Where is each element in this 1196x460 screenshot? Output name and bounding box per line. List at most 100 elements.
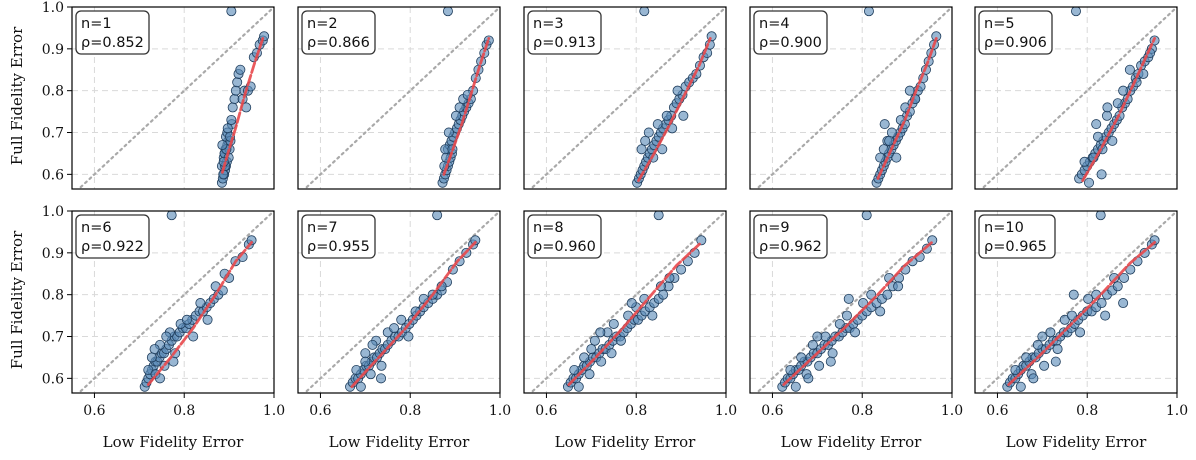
data-point xyxy=(1066,310,1077,321)
axes-frame xyxy=(749,6,953,190)
x-tick-label: 0.8 xyxy=(851,403,873,419)
x-tick-label: 1.0 xyxy=(715,403,737,419)
plot-area xyxy=(755,211,952,393)
identity-line xyxy=(77,211,274,393)
subplot-1: 0.6 0.7 0.8 0.9 1.0 n=1 ρ=0.852 xyxy=(42,0,275,190)
legend-rho-label: ρ=0.852 xyxy=(81,35,144,51)
data-point xyxy=(608,318,619,329)
data-point xyxy=(1079,156,1090,167)
x-tick-label: 1.0 xyxy=(263,403,285,419)
data-point xyxy=(878,144,889,155)
data-point xyxy=(376,373,387,384)
fit-line xyxy=(442,37,491,176)
fit-line xyxy=(221,37,265,174)
y-tick-label: 0.9 xyxy=(42,246,64,262)
x-tick-label: 0.6 xyxy=(986,403,1008,419)
legend-rho-label: ρ=0.913 xyxy=(533,35,596,51)
data-point xyxy=(360,348,371,359)
data-point xyxy=(827,348,838,359)
axes-frame xyxy=(71,6,275,190)
data-point xyxy=(807,339,818,350)
x-tick-label: 1.0 xyxy=(489,403,511,419)
data-point xyxy=(389,323,400,334)
y-tick-label: 1.0 xyxy=(42,204,64,220)
data-point xyxy=(1101,110,1112,121)
data-point xyxy=(573,381,584,392)
axes-frame xyxy=(297,210,501,394)
fit-line xyxy=(782,241,934,386)
axes-frame xyxy=(749,210,953,394)
subplot-grid: 0.6 0.7 0.8 0.9 1.0 n=1 ρ=0.852 n=2 ρ=0.866 n=3 ρ=… xyxy=(42,0,1188,419)
x-axis-label-5: Low Fidelity Error xyxy=(1006,433,1147,451)
data-point xyxy=(814,360,825,371)
data-point xyxy=(1075,327,1086,338)
y-tick-label: 0.6 xyxy=(42,371,64,387)
y-tick-label: 0.8 xyxy=(42,84,64,100)
data-point xyxy=(1107,135,1118,146)
data-point xyxy=(606,348,617,359)
data-point xyxy=(1139,247,1150,258)
identity-line xyxy=(529,7,726,189)
plot-area xyxy=(980,211,1177,393)
data-point xyxy=(1010,364,1021,375)
data-point xyxy=(235,64,246,75)
identity-line xyxy=(303,211,500,393)
fit-line xyxy=(1081,37,1156,182)
data-point xyxy=(1100,310,1111,321)
data-point xyxy=(584,369,595,380)
data-point xyxy=(879,119,890,130)
data-point xyxy=(579,352,590,363)
data-point xyxy=(586,344,597,355)
subplot-7: 0.6 0.8 1.0 n=7 ρ=0.955 xyxy=(297,210,511,419)
x-tick-label: 1.0 xyxy=(941,403,963,419)
data-point xyxy=(443,127,454,138)
data-point xyxy=(227,102,238,113)
x-tick-label: 0.8 xyxy=(625,403,647,419)
legend-n-label: n=5 xyxy=(984,16,1015,32)
fit-line xyxy=(637,37,712,182)
x-tick-label: 0.8 xyxy=(1076,403,1098,419)
subplot-4: n=4 ρ=0.900 xyxy=(749,6,953,190)
data-point xyxy=(146,352,157,363)
data-point xyxy=(636,144,647,155)
x-axis-label-3: Low Fidelity Error xyxy=(555,433,696,451)
x-tick-label: 0.6 xyxy=(83,403,105,419)
subplot-8: 0.6 0.8 1.0 n=8 ρ=0.960 xyxy=(523,210,737,419)
plot-area xyxy=(529,7,726,189)
plot-area xyxy=(980,7,1177,189)
data-point xyxy=(188,331,199,342)
data-point xyxy=(1118,298,1129,309)
data-point xyxy=(596,356,607,367)
identity-line xyxy=(755,211,952,393)
legend-n-label: n=6 xyxy=(81,220,112,236)
data-point xyxy=(647,310,658,321)
subplot-9: 0.6 0.8 1.0 n=9 ρ=0.962 xyxy=(749,210,963,419)
axes-frame xyxy=(974,210,1178,394)
data-point xyxy=(1039,360,1050,371)
data-point xyxy=(841,310,852,321)
x-tick-label: 0.6 xyxy=(309,403,331,419)
data-point xyxy=(1045,327,1056,338)
data-point xyxy=(454,102,465,113)
data-point xyxy=(595,327,606,338)
legend-box xyxy=(301,214,376,259)
data-point xyxy=(875,152,886,163)
axes-frame xyxy=(71,210,275,394)
plot-area xyxy=(755,7,952,189)
data-point xyxy=(222,123,233,134)
data-point xyxy=(1091,119,1102,130)
data-point xyxy=(376,360,387,371)
data-point xyxy=(626,298,637,309)
data-point xyxy=(351,364,362,375)
data-point xyxy=(643,127,654,138)
identity-line xyxy=(980,211,1177,393)
data-point xyxy=(825,356,836,367)
data-point xyxy=(217,140,228,151)
data-point xyxy=(615,335,626,346)
data-point xyxy=(863,7,874,17)
data-point xyxy=(470,235,481,246)
data-point xyxy=(672,85,683,96)
x-tick-label: 0.8 xyxy=(173,403,195,419)
y-tick-label: 1.0 xyxy=(42,0,64,16)
data-point xyxy=(785,364,796,375)
